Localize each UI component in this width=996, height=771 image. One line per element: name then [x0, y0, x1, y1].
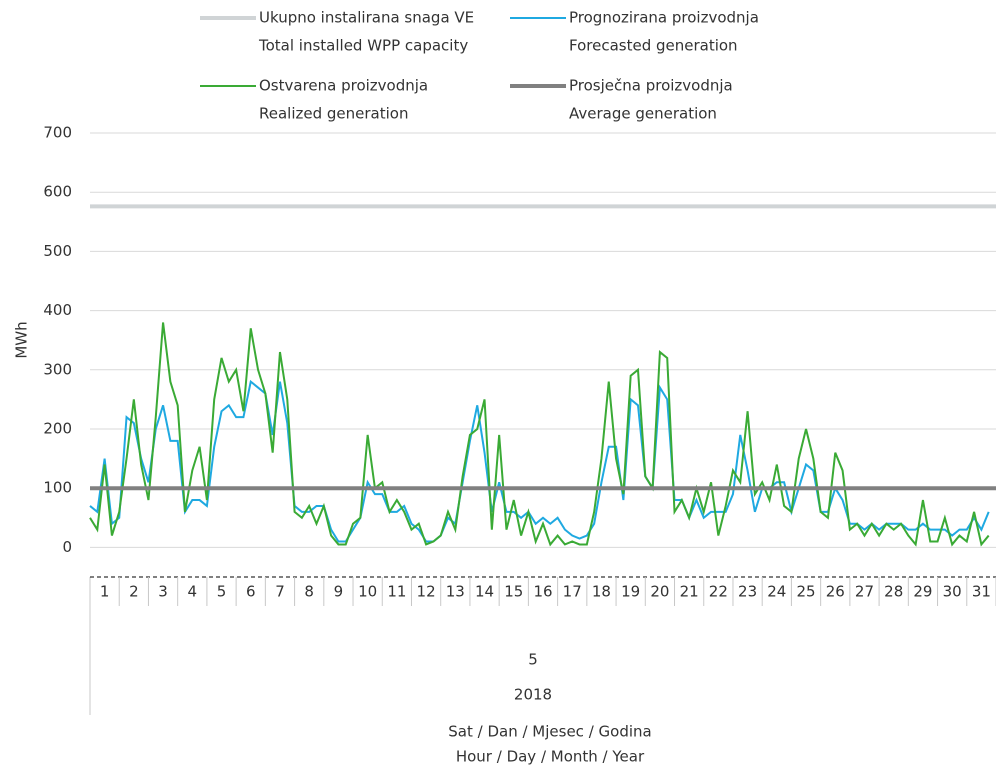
legend-label: Ukupno instalirana snaga VE	[259, 9, 474, 27]
legend-label: Realized generation	[259, 105, 408, 123]
legend-label: Average generation	[569, 105, 717, 123]
x-tick-label: 22	[709, 583, 728, 601]
x-tick-label: 18	[592, 583, 611, 601]
x-tick-label: 13	[446, 583, 465, 601]
x-tick-label: 6	[246, 583, 256, 601]
x-tick-label: 5	[217, 583, 227, 601]
x-tick-label: 26	[826, 583, 845, 601]
month-label: 5	[528, 651, 538, 669]
x-tick-label: 19	[621, 583, 640, 601]
x-tick-label: 10	[358, 583, 377, 601]
x-tick-label: 16	[533, 583, 552, 601]
legend-label: Total installed WPP capacity	[258, 37, 468, 55]
legend-label: Prosječna proizvodnja	[569, 77, 733, 95]
legend-label: Ostvarena proizvodnja	[259, 77, 428, 95]
series-line	[89, 379, 990, 543]
x-tick-label: 28	[884, 583, 903, 601]
y-axis-label: MWh	[13, 321, 31, 358]
x-axis-label: Sat / Dan / Mjesec / Godina	[448, 723, 651, 741]
x-tick-label: 24	[767, 583, 786, 601]
x-tick-label: 30	[943, 583, 962, 601]
x-tick-label: 4	[188, 583, 198, 601]
y-tick-label: 300	[43, 360, 72, 378]
y-tick-label: 500	[43, 242, 72, 260]
x-tick-label: 21	[680, 583, 699, 601]
series-line	[89, 322, 990, 547]
x-tick-label: 20	[650, 583, 669, 601]
x-tick-label: 25	[796, 583, 815, 601]
x-tick-label: 27	[855, 583, 874, 601]
x-tick-label: 15	[504, 583, 523, 601]
x-tick-label: 14	[475, 583, 494, 601]
x-tick-label: 3	[158, 583, 168, 601]
x-tick-label: 23	[738, 583, 757, 601]
x-tick-label: 12	[417, 583, 436, 601]
x-tick-label: 29	[913, 583, 932, 601]
x-tick-label: 1	[100, 583, 110, 601]
x-axis-label: Hour / Day / Month / Year	[456, 748, 645, 766]
x-tick-label: 2	[129, 583, 139, 601]
y-tick-label: 0	[62, 538, 72, 556]
x-tick-label: 11	[387, 583, 406, 601]
y-tick-label: 400	[43, 301, 72, 319]
y-tick-label: 600	[43, 183, 72, 201]
x-tick-label: 17	[563, 583, 582, 601]
y-tick-label: 100	[43, 479, 72, 497]
x-tick-label: 9	[334, 583, 344, 601]
year-label: 2018	[514, 686, 552, 704]
x-tick-label: 7	[275, 583, 285, 601]
legend-label: Forecasted generation	[569, 37, 738, 55]
x-tick-label: 31	[972, 583, 991, 601]
x-tick-label: 8	[304, 583, 314, 601]
y-tick-label: 200	[43, 420, 72, 438]
y-tick-label: 700	[43, 124, 72, 142]
legend-label: Prognozirana proizvodnja	[569, 9, 759, 27]
